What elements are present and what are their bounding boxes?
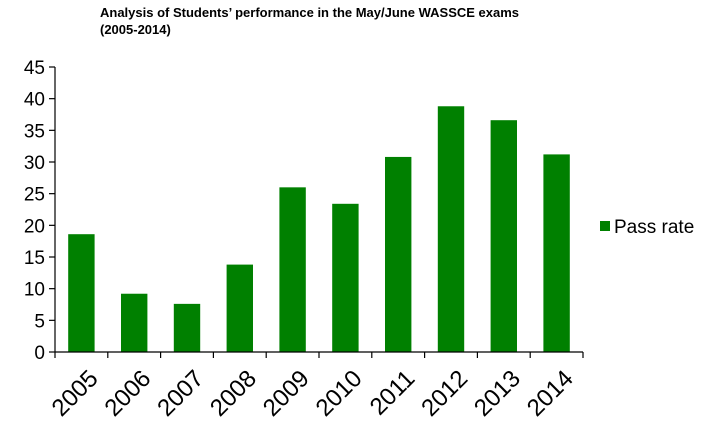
x-tick-label: 2013 xyxy=(469,365,526,422)
chart-title-line2: (2005-2014) xyxy=(100,22,171,37)
y-tick-label: 45 xyxy=(24,58,45,79)
chart-title: Analysis of Students’ performance in the… xyxy=(100,4,519,38)
bar-2008 xyxy=(226,264,253,352)
legend-label: Pass rate xyxy=(614,217,694,238)
bar-2009 xyxy=(279,187,306,352)
bar-2011 xyxy=(385,156,412,352)
x-tick-label: 2010 xyxy=(311,365,368,422)
y-tick-label: 20 xyxy=(24,216,45,237)
x-tick-label: 2006 xyxy=(99,365,156,422)
y-tick-label: 5 xyxy=(34,311,45,332)
x-tick-label: 2008 xyxy=(205,365,262,422)
y-tick-label: 25 xyxy=(24,185,45,206)
bar-2014 xyxy=(543,154,570,352)
bar-2007 xyxy=(173,303,201,352)
y-axis-ticks: 0 5 10 15 20 25 30 35 40 45 xyxy=(24,58,55,364)
chart-title-line1: Analysis of Students’ performance in the… xyxy=(100,5,520,20)
bar-2010 xyxy=(332,203,359,352)
x-tick-label: 2012 xyxy=(416,365,473,422)
y-tick-label: 35 xyxy=(24,121,45,142)
bar-2005 xyxy=(68,234,95,352)
bar-2013 xyxy=(490,120,517,352)
x-tick-label: 2014 xyxy=(522,365,579,422)
y-tick-label: 30 xyxy=(24,153,45,174)
x-tick-label: 2009 xyxy=(258,365,315,422)
y-tick-label: 40 xyxy=(24,90,45,111)
y-tick-label: 0 xyxy=(34,343,45,364)
x-tick-label: 2011 xyxy=(365,365,421,421)
bars xyxy=(68,106,570,353)
y-tick-label: 10 xyxy=(24,280,45,301)
legend: Pass rate xyxy=(600,217,694,238)
bar-2006 xyxy=(121,293,148,352)
bar-2012 xyxy=(437,106,465,353)
legend-swatch xyxy=(600,221,610,231)
x-tick-label: 2007 xyxy=(152,365,209,422)
x-tick-label: 2005 xyxy=(47,365,104,422)
y-tick-label: 15 xyxy=(24,248,45,269)
